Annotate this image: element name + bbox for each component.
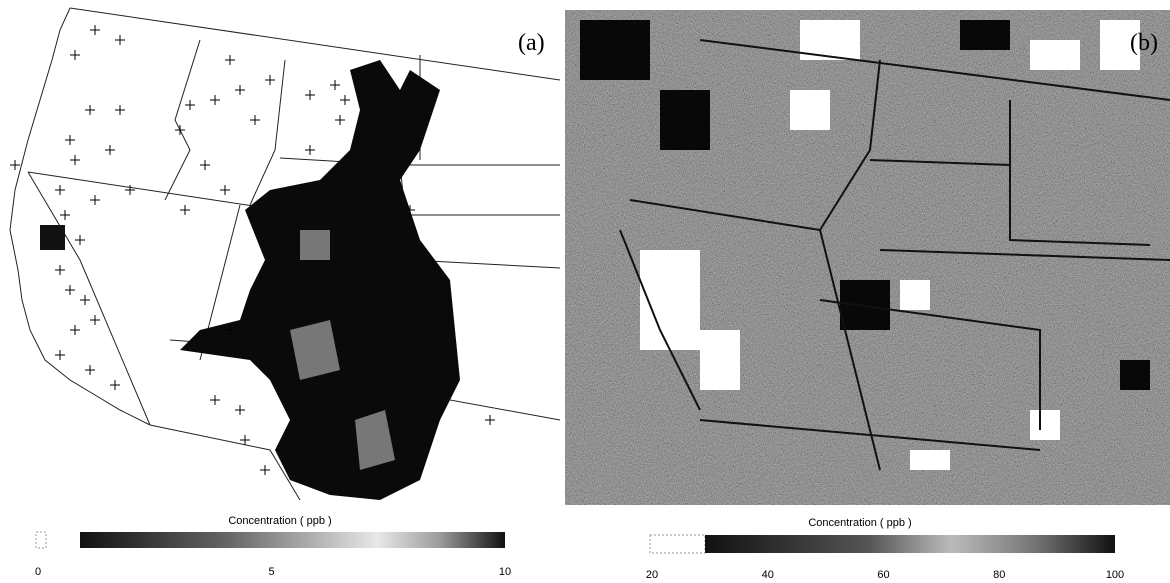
site-marker	[65, 285, 75, 295]
colorbar-tick-label: 40	[762, 569, 774, 581]
site-marker	[180, 205, 190, 215]
site-marker	[340, 95, 350, 105]
site-marker	[210, 95, 220, 105]
site-marker	[110, 380, 120, 390]
site-marker	[55, 185, 65, 195]
colorbar-tick-label: 60	[877, 569, 889, 581]
site-marker	[235, 405, 245, 415]
site-marker	[85, 105, 95, 115]
site-marker	[265, 75, 275, 85]
site-marker	[70, 325, 80, 335]
site-marker	[75, 235, 85, 245]
site-marker	[335, 115, 345, 125]
site-marker	[90, 25, 100, 35]
site-marker	[105, 145, 115, 155]
site-marker	[200, 160, 210, 170]
small-patch	[40, 225, 65, 250]
site-marker	[90, 315, 100, 325]
colorbar-tick-label: 10	[499, 566, 511, 578]
colorbar-title: Concentration ( ppb )	[808, 517, 911, 529]
site-marker	[115, 105, 125, 115]
site-marker	[485, 415, 495, 425]
colorbar	[705, 535, 1115, 553]
site-marker	[260, 465, 270, 475]
site-marker	[60, 210, 70, 220]
colorbar	[80, 532, 505, 548]
figure: (a) (b) Concentration ( ppb ) Concentrat…	[0, 0, 1170, 583]
colorbar-tick-label: 80	[993, 569, 1005, 581]
site-marker	[305, 145, 315, 155]
site-marker	[210, 395, 220, 405]
site-marker	[85, 365, 95, 375]
colorbar-under-box	[650, 535, 705, 553]
site-marker	[90, 195, 100, 205]
colorbar-under-box	[36, 532, 46, 548]
site-marker	[55, 350, 65, 360]
colorbar-tick-label: 5	[268, 566, 274, 578]
site-marker	[220, 185, 230, 195]
site-marker	[250, 115, 260, 125]
site-marker	[80, 295, 90, 305]
high-concentration-region	[180, 60, 460, 500]
site-marker	[305, 90, 315, 100]
site-marker	[10, 160, 20, 170]
colorbar-title: Concentration ( ppb )	[228, 515, 331, 527]
panel-label: (b)	[1130, 30, 1158, 56]
colorbar-tick-label: 20	[646, 569, 658, 581]
site-marker	[175, 125, 185, 135]
site-marker	[330, 80, 340, 90]
colorbar-tick-label: 100	[1106, 569, 1124, 581]
coastline	[10, 8, 150, 425]
colorbar-tick-label: 0	[35, 566, 41, 578]
site-marker	[225, 55, 235, 65]
panel-label: (a)	[518, 30, 545, 56]
site-marker	[115, 35, 125, 45]
colorbar-b: Concentration ( ppb )	[650, 517, 1115, 553]
colorbar-a: Concentration ( ppb )	[36, 515, 505, 548]
site-marker	[240, 435, 250, 445]
site-marker	[70, 50, 80, 60]
site-marker	[185, 100, 195, 110]
site-marker	[65, 135, 75, 145]
site-marker	[70, 155, 80, 165]
site-marker	[235, 85, 245, 95]
site-marker	[55, 265, 65, 275]
